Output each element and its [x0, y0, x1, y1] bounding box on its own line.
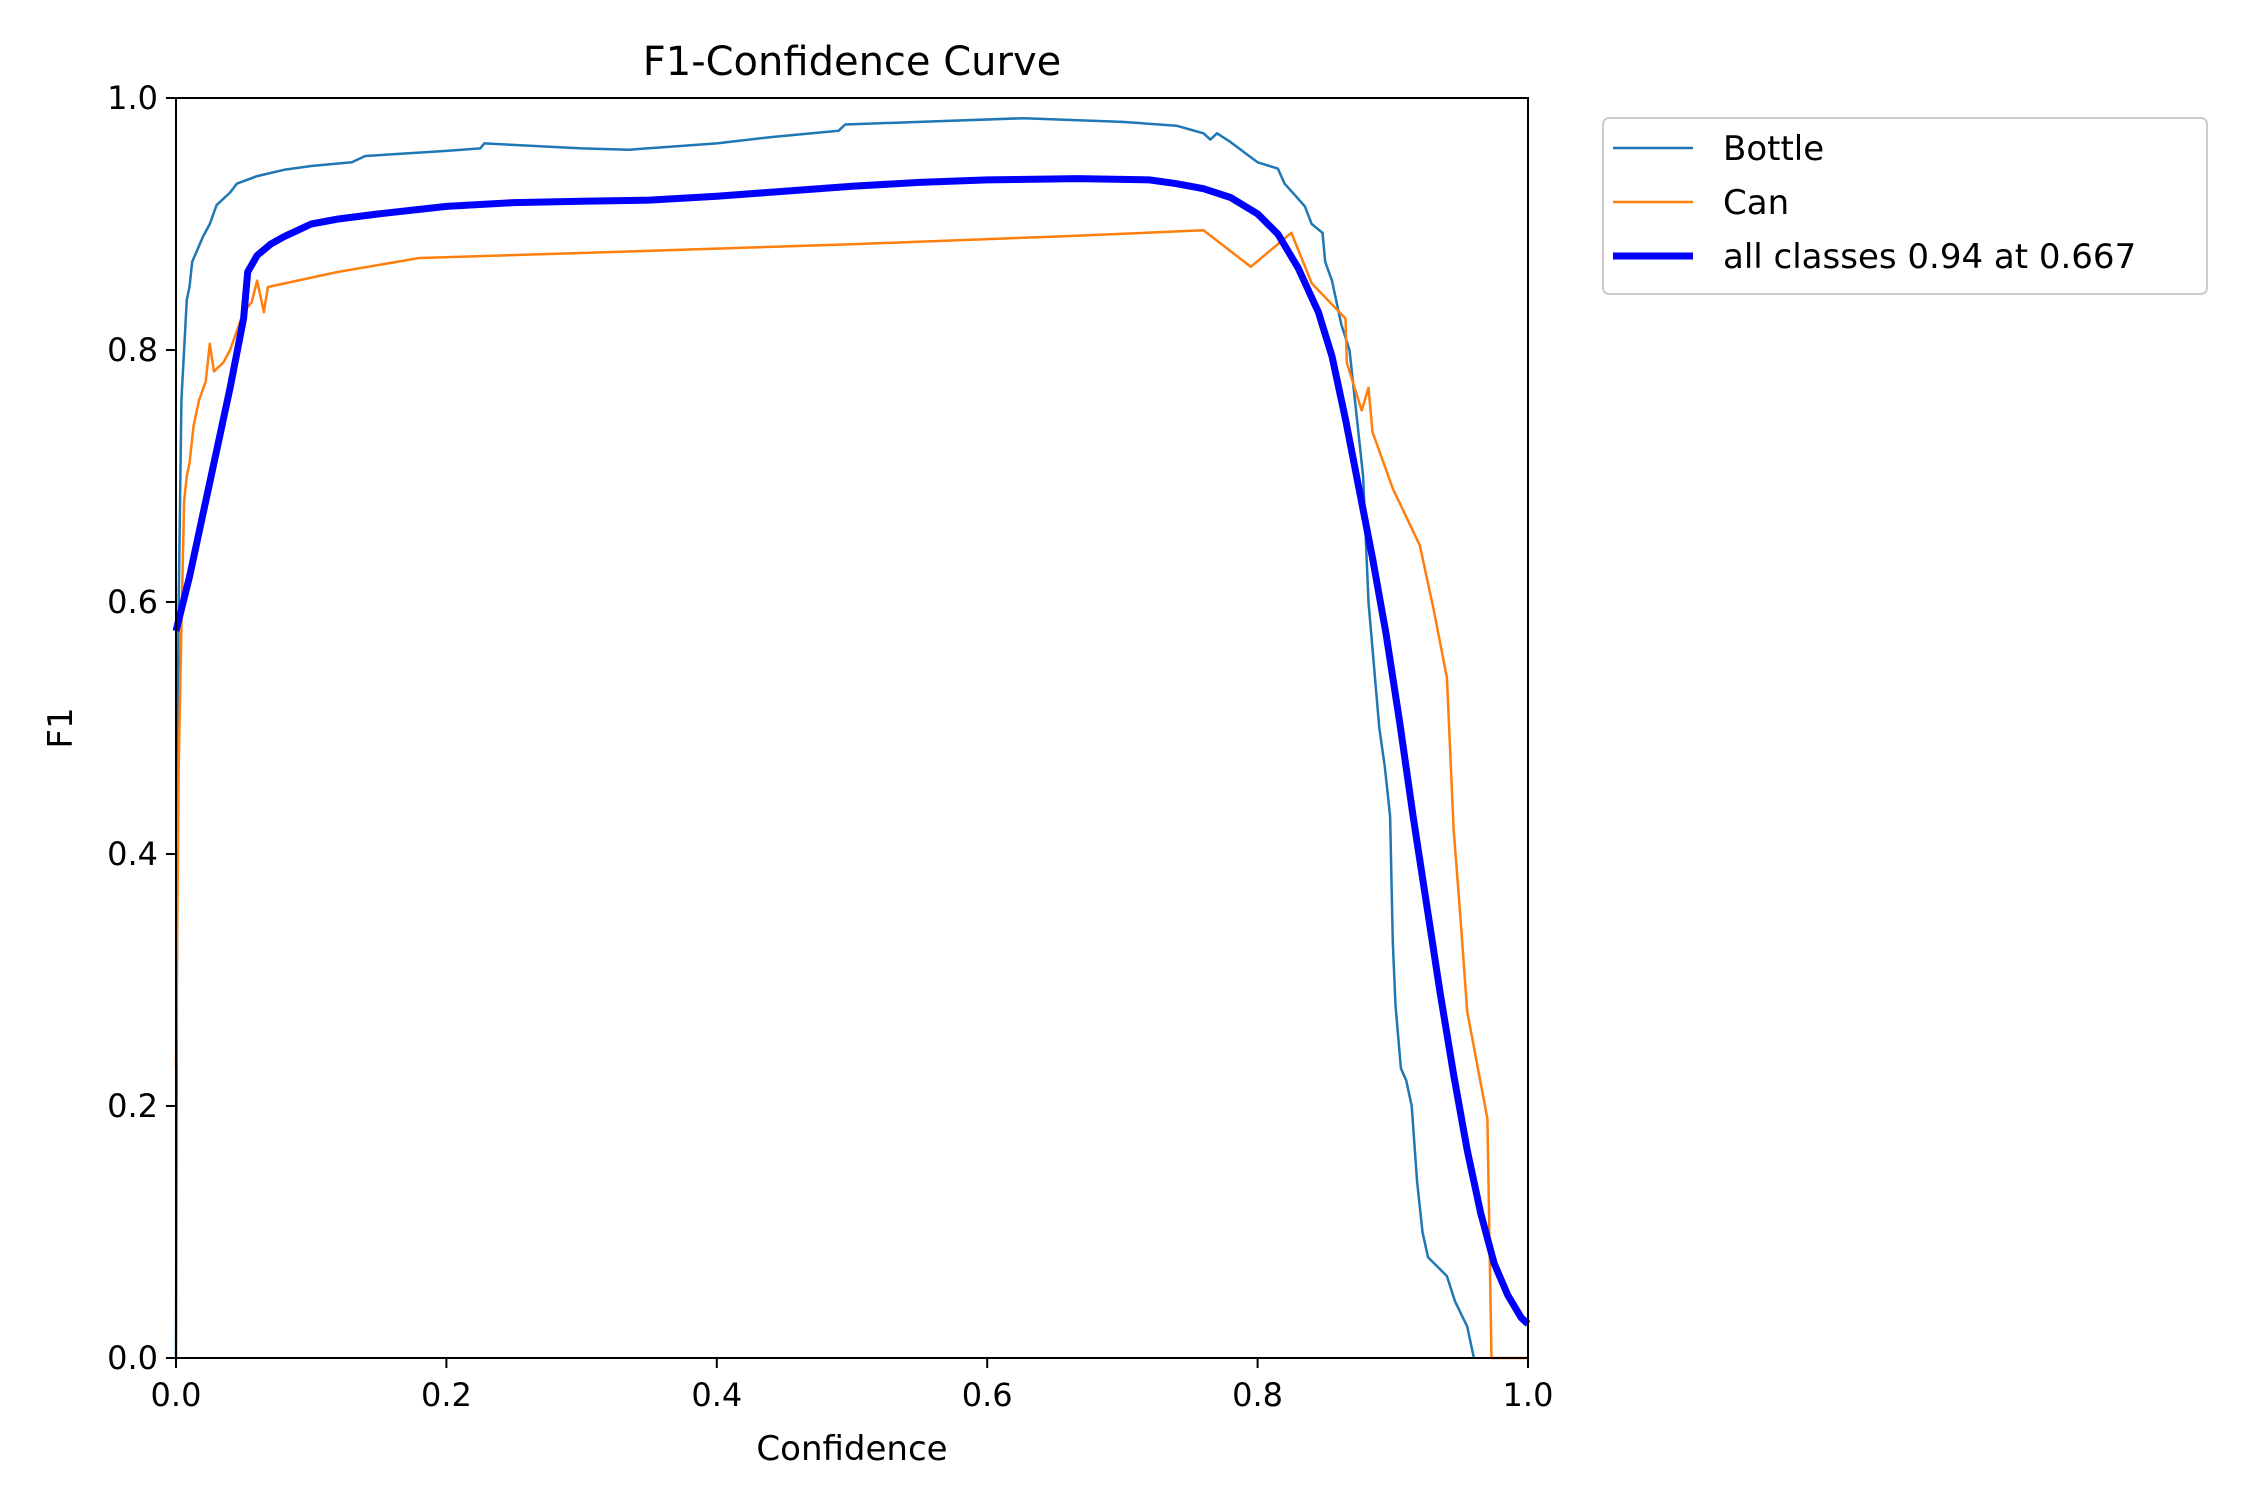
x-axis-ticks: 0.0 0.2 0.4 0.6 0.8 1.0 — [151, 1358, 1554, 1414]
series-line-3 — [172, 175, 1531, 1327]
legend-label: Bottle — [1723, 129, 1824, 169]
x-axis-label: Confidence — [756, 1429, 947, 1469]
x-tick-label: 0.8 — [1232, 1376, 1283, 1414]
y-tick-label: 0.0 — [107, 1339, 158, 1377]
y-axis-ticks: 0.0 0.2 0.4 0.6 0.8 1.0 — [107, 79, 176, 1377]
x-tick-label: 0.0 — [151, 1376, 202, 1414]
x-tick-label: 0.6 — [962, 1376, 1013, 1414]
y-tick-label: 0.6 — [107, 583, 158, 621]
x-tick-label: 0.4 — [691, 1376, 742, 1414]
legend: Bottle Can all classes 0.94 at 0.667 — [1602, 117, 2208, 295]
y-tick-label: 1.0 — [107, 79, 158, 117]
series-line-2 — [174, 229, 1528, 1360]
series-layer — [172, 116, 1531, 1360]
y-tick-label: 0.2 — [107, 1087, 158, 1125]
y-axis-label: F1 — [41, 707, 81, 748]
legend-label: all classes 0.94 at 0.667 — [1723, 237, 2136, 277]
legend-label: Can — [1723, 183, 1789, 223]
legend-box — [1602, 117, 2208, 295]
y-tick-label: 0.8 — [107, 331, 158, 369]
y-tick-label: 0.4 — [107, 835, 158, 873]
series-line-1 — [174, 116, 1476, 1359]
x-tick-label: 1.0 — [1503, 1376, 1554, 1414]
x-tick-label: 0.2 — [421, 1376, 472, 1414]
plot-frame — [175, 97, 1529, 1359]
plot-area — [176, 98, 1528, 1358]
chart-title: F1-Confidence Curve — [643, 39, 1062, 85]
